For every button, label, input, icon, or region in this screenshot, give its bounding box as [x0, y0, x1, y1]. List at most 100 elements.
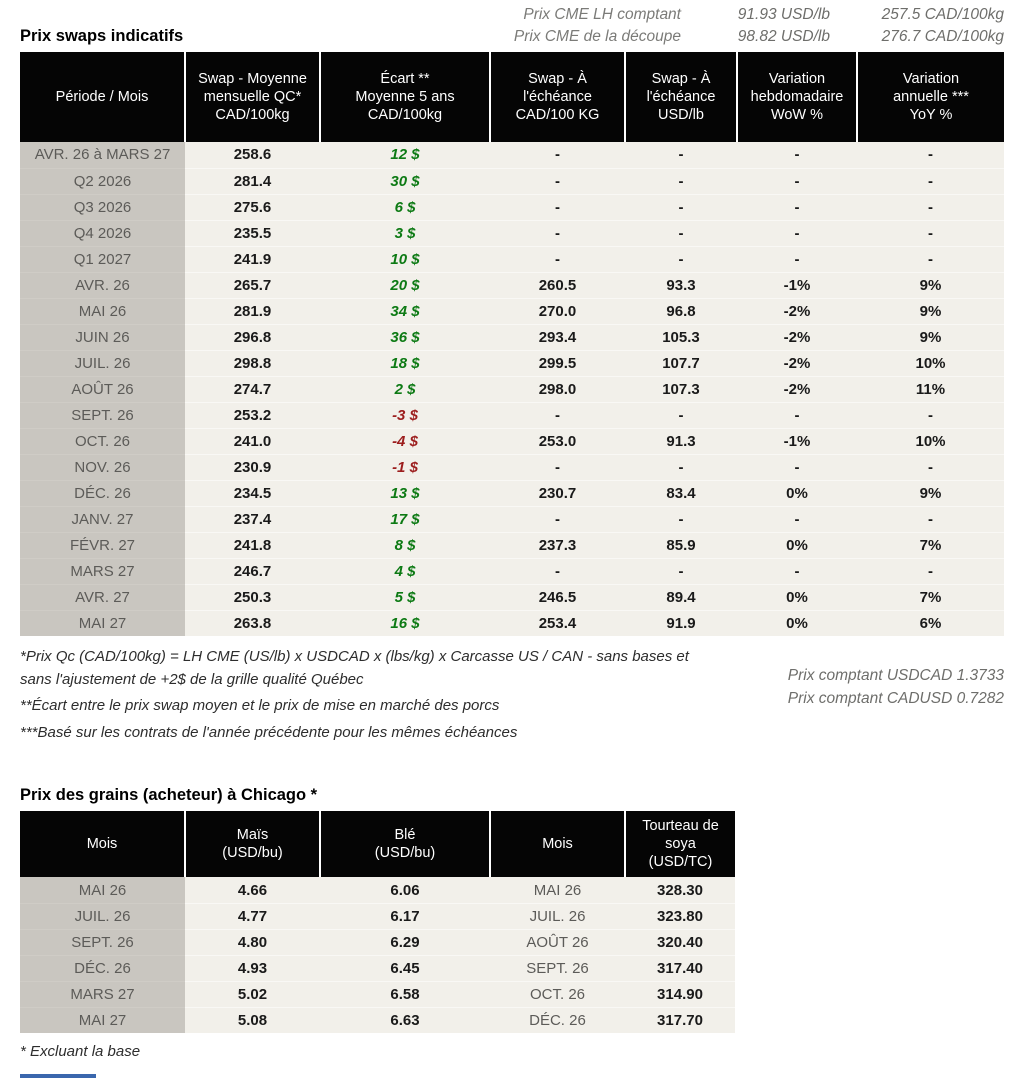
table-row: SEPT. 26 4.80 6.29 AOÛT 26 320.40	[20, 929, 735, 956]
swaps-header-row: Période / Mois Swap - Moyenne mensuelle …	[20, 52, 1004, 142]
swap-echeance-cad-cell: 299.5	[490, 350, 625, 377]
table-row: MAI 26 281.9 34 $270.0 96.8 -2% 9%	[20, 298, 1004, 325]
ecart-cell: 13 $	[320, 480, 490, 507]
period-cell: MAI 26	[20, 298, 185, 325]
swap-echeance-cad-cell: 260.5	[490, 272, 625, 299]
variation-yoy-cell: -	[857, 558, 1004, 585]
month-cell-left: JUIL. 26	[20, 903, 185, 930]
swap-echeance-usd-cell: -	[625, 246, 737, 273]
variation-yoy-cell: -	[857, 246, 1004, 273]
wheat-price-cell: 6.63	[320, 1007, 490, 1034]
swap-echeance-cad-cell: -	[490, 194, 625, 221]
period-cell: JUIN 26	[20, 324, 185, 351]
header-variation-wow: Variation hebdomadaire WoW %	[736, 52, 857, 142]
variation-wow-cell: -	[737, 454, 857, 481]
table-row: Q3 2026 275.6 6 $ - - - -	[20, 194, 1004, 221]
swap-echeance-cad-cell: -	[490, 246, 625, 273]
swaps-table-body: AVR. 26 à MARS 27 258.6 12 $ - - - - Q2 2026 281…	[20, 142, 1004, 636]
period-cell: AVR. 27	[20, 584, 185, 611]
table-row: FÉVR. 27 241.8 8 $237.3 85.9 0% 7%	[20, 532, 1004, 559]
swap-echeance-usd-cell: -	[625, 168, 737, 195]
ecart-cell: 6 $	[320, 194, 490, 221]
soymeal-price-cell: 320.40	[625, 929, 735, 956]
variation-wow-cell: -	[737, 246, 857, 273]
footnotes-right: Prix comptant USDCAD 1.3733 Prix comptan…	[788, 646, 1004, 748]
swap-echeance-usd-cell: 91.3	[625, 428, 737, 455]
swap-echeance-cad-cell: 246.5	[490, 584, 625, 611]
header-periode-mois: Période / Mois	[20, 52, 185, 142]
variation-yoy-cell: -	[857, 454, 1004, 481]
table-row: MAI 27 5.08 6.63 DÉC. 26 317.70	[20, 1007, 735, 1034]
variation-wow-cell: -1%	[737, 272, 857, 299]
header-ecart: Écart ** Moyenne 5 ans CAD/100kg	[319, 52, 490, 142]
corn-price-cell: 4.77	[185, 903, 320, 930]
variation-yoy-cell: 9%	[857, 272, 1004, 299]
period-cell: SEPT. 26	[20, 402, 185, 429]
variation-wow-cell: -2%	[737, 324, 857, 351]
variation-yoy-cell: -	[857, 402, 1004, 429]
wheat-price-cell: 6.17	[320, 903, 490, 930]
corn-price-cell: 4.80	[185, 929, 320, 956]
table-row: OCT. 26 241.0 -4 $253.0 91.3 -1% 10%	[20, 428, 1004, 455]
ecart-cell: -3 $	[320, 402, 490, 429]
variation-yoy-cell: 10%	[857, 350, 1004, 377]
header-tourteau-soya: Tourteau de soya (USD/TC)	[624, 811, 735, 878]
spot-header-line-1: Prix CME LH comptant 91.93 USD/lb 257.5 …	[20, 6, 1004, 24]
swap-echeance-usd-cell: 96.8	[625, 298, 737, 325]
variation-yoy-cell: -	[857, 142, 1004, 169]
swaps-footnotes: *Prix Qc (CAD/100kg) = LH CME (US/lb) x …	[20, 646, 1004, 748]
swap-echeance-cad-cell: 237.3	[490, 532, 625, 559]
swap-average-cell: 275.6	[185, 194, 320, 221]
table-row: Q4 2026 235.5 3 $ - - - -	[20, 220, 1004, 247]
header-mais: Maïs (USD/bu)	[184, 811, 320, 878]
variation-wow-cell: -	[737, 194, 857, 221]
table-row: AVR. 27 250.3 5 $246.5 89.4 0% 7%	[20, 584, 1004, 611]
swap-echeance-usd-cell: -	[625, 454, 737, 481]
month-cell-left: MARS 27	[20, 981, 185, 1008]
variation-wow-cell: -	[737, 142, 857, 169]
month-cell-right: DÉC. 26	[490, 1007, 625, 1034]
swap-echeance-usd-cell: 105.3	[625, 324, 737, 351]
swap-echeance-cad-cell: -	[490, 402, 625, 429]
swaps-table-header: Période / Mois Swap - Moyenne mensuelle …	[20, 52, 1004, 142]
header-mois-2: Mois	[489, 811, 625, 878]
variation-yoy-cell: 11%	[857, 376, 1004, 403]
ecart-cell: 3 $	[320, 220, 490, 247]
swaps-table: Période / Mois Swap - Moyenne mensuelle …	[20, 52, 1004, 636]
corn-price-cell: 5.08	[185, 1007, 320, 1034]
swap-average-cell: 241.8	[185, 532, 320, 559]
period-cell: JUIL. 26	[20, 350, 185, 377]
swap-average-cell: 246.7	[185, 558, 320, 585]
swap-echeance-cad-cell: -	[490, 558, 625, 585]
period-cell: Q2 2026	[20, 168, 185, 195]
swap-echeance-cad-cell: -	[490, 454, 625, 481]
swap-echeance-cad-cell: 253.0	[490, 428, 625, 455]
table-row: AOÛT 26 274.7 2 $298.0 107.3 -2% 11%	[20, 376, 1004, 403]
swap-average-cell: 274.7	[185, 376, 320, 403]
ecart-cell: 18 $	[320, 350, 490, 377]
variation-wow-cell: -	[737, 506, 857, 533]
variation-wow-cell: -	[737, 168, 857, 195]
variation-wow-cell: -	[737, 220, 857, 247]
variation-wow-cell: 0%	[737, 610, 857, 636]
variation-yoy-cell: -	[857, 506, 1004, 533]
month-cell-left: SEPT. 26	[20, 929, 185, 956]
swap-echeance-cad-cell: -	[490, 168, 625, 195]
header-swap-echeance-cad: Swap - À l'échéance CAD/100 KG	[489, 52, 625, 142]
period-cell: MARS 27	[20, 558, 185, 585]
table-row: JANV. 27 237.4 17 $ - - - -	[20, 506, 1004, 533]
period-cell: Q3 2026	[20, 194, 185, 221]
month-cell-right: JUIL. 26	[490, 903, 625, 930]
table-row: Q1 2027 241.9 10 $ - - - -	[20, 246, 1004, 273]
variation-yoy-cell: 6%	[857, 610, 1004, 636]
spot-cadusd: Prix comptant CADUSD 0.7282	[787, 690, 1004, 707]
header-swap-moyenne: Swap - Moyenne mensuelle QC* CAD/100kg	[184, 52, 320, 142]
variation-wow-cell: -2%	[737, 376, 857, 403]
spot-usdcad: Prix comptant USDCAD 1.3733	[787, 667, 1004, 684]
footnote-ecart: **Écart entre le prix swap moyen et le p…	[20, 697, 500, 714]
month-cell-right: MAI 26	[490, 877, 625, 904]
header-ble: Blé (USD/bu)	[319, 811, 490, 878]
variation-wow-cell: 0%	[737, 584, 857, 611]
swap-average-cell: 263.8	[185, 610, 320, 636]
swap-echeance-cad-cell: 293.4	[490, 324, 625, 351]
